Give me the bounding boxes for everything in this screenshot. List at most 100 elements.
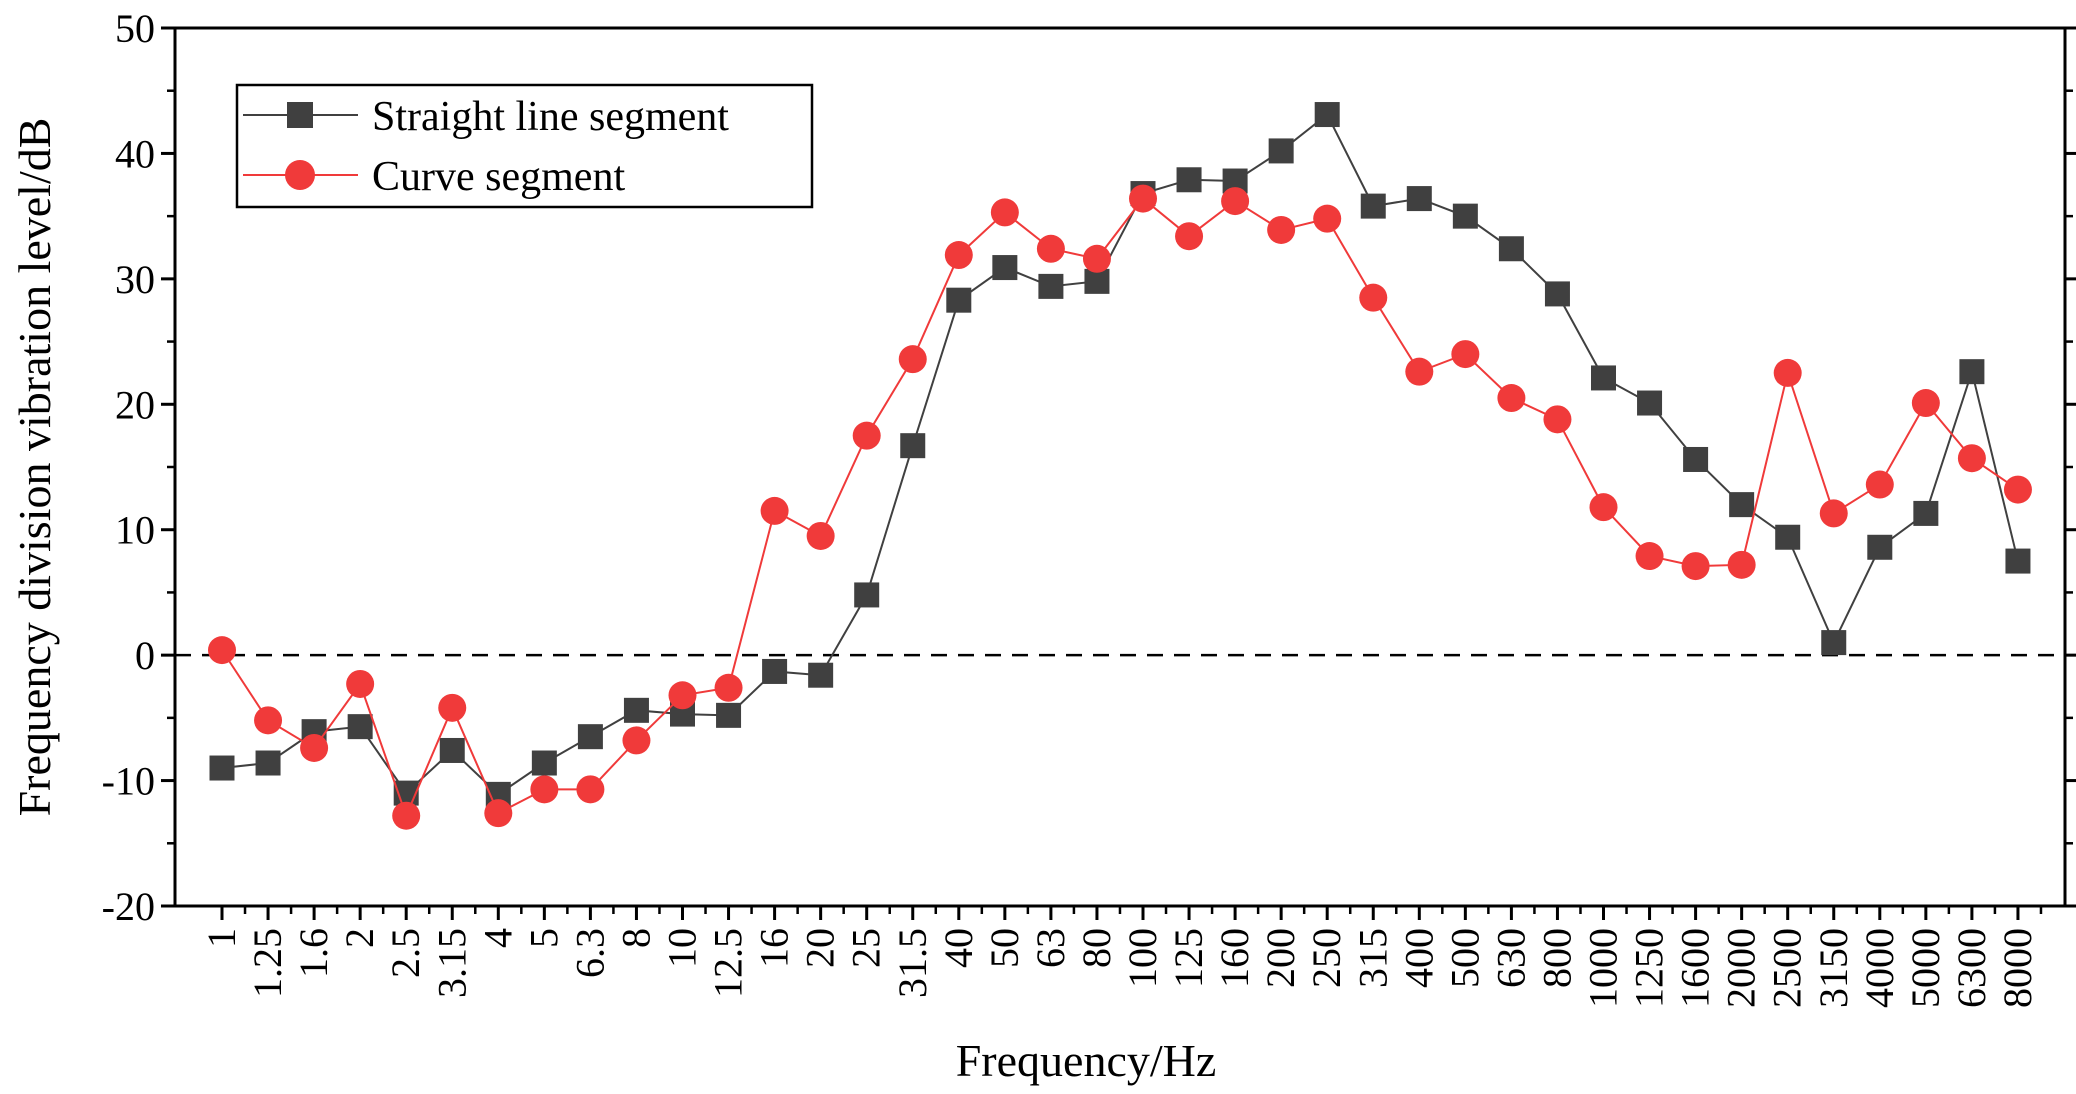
data-point-square	[1314, 102, 1340, 128]
data-point-square	[1038, 273, 1064, 299]
data-point-circle	[668, 681, 697, 710]
x-tick-label: 2000	[1719, 928, 1764, 1008]
data-point-square	[1406, 186, 1432, 212]
x-tick-label: 3.15	[429, 928, 474, 998]
legend-box	[235, 83, 814, 209]
data-point-circle	[1727, 550, 1756, 579]
y-tick-label: 20	[115, 382, 155, 427]
data-point-square	[1176, 167, 1202, 193]
data-point-square	[623, 697, 649, 723]
data-point-circle	[438, 693, 467, 722]
data-point-square	[1913, 500, 1939, 526]
axis-ticks	[161, 26, 2076, 920]
x-tick-label: 250	[1304, 928, 1349, 988]
data-point-circle	[806, 521, 835, 550]
data-point-circle	[714, 673, 743, 702]
x-tick-label: 6300	[1949, 928, 1994, 1008]
data-point-square	[854, 582, 880, 608]
data-point-circle	[576, 775, 605, 804]
data-point-square	[1360, 193, 1386, 219]
x-tick-label: 2500	[1765, 928, 1810, 1008]
x-tick-label: 125	[1166, 928, 1211, 988]
data-point-circle	[1635, 542, 1664, 571]
x-tick-label: 40	[936, 928, 981, 968]
data-point-circle	[1819, 499, 1848, 528]
legend-marker-curve	[285, 160, 315, 190]
x-tick-label: 2	[337, 928, 382, 948]
x-tick-label: 1250	[1627, 928, 1672, 1008]
data-point-circle	[2003, 475, 2032, 504]
data-point-circle	[990, 198, 1019, 227]
series-curve-segment	[208, 184, 2032, 830]
x-tick-label: 630	[1488, 928, 1533, 988]
data-point-square	[347, 714, 373, 740]
data-point-square	[1544, 281, 1570, 307]
data-point-circle	[346, 669, 375, 698]
data-point-square	[1683, 446, 1709, 472]
data-point-square	[1867, 534, 1893, 560]
y-tick-label: 0	[135, 633, 155, 678]
data-point-square	[1775, 524, 1801, 550]
x-tick-label: 8	[613, 928, 658, 948]
y-tick-label: 50	[115, 6, 155, 51]
x-tick-label: 25	[844, 928, 889, 968]
data-point-circle	[898, 345, 927, 374]
x-tick-label: 5000	[1903, 928, 1948, 1008]
x-tick-label: 63	[1028, 928, 1073, 968]
data-point-square	[255, 750, 281, 776]
data-point-square	[209, 755, 235, 781]
data-point-circle	[530, 775, 559, 804]
data-point-circle	[1267, 215, 1296, 244]
x-tick-label: 1600	[1673, 928, 1718, 1008]
data-point-circle	[392, 801, 421, 830]
x-tick-label: 4	[475, 928, 520, 948]
data-point-square	[808, 662, 834, 688]
legend-label-curve: Curve segment	[372, 154, 625, 200]
x-tick-label: 200	[1258, 928, 1303, 988]
data-point-circle	[622, 726, 651, 755]
x-tick-label: 31.5	[890, 928, 935, 998]
data-point-square	[439, 737, 465, 763]
y-tick-label: 30	[115, 257, 155, 302]
data-point-square	[900, 433, 926, 459]
data-point-circle	[1543, 405, 1572, 434]
x-tick-label: 12.5	[706, 928, 751, 998]
x-tick-label: 3150	[1811, 928, 1856, 1008]
data-point-circle	[852, 421, 881, 450]
data-point-circle	[1957, 444, 1986, 473]
data-point-circle	[1313, 204, 1342, 233]
x-tick-label: 1.25	[245, 928, 290, 998]
data-point-circle	[1036, 234, 1065, 263]
x-tick-label: 1	[199, 928, 244, 948]
x-tick-label: 6.3	[567, 928, 612, 978]
x-tick-label: 2.5	[383, 928, 428, 978]
data-point-circle	[944, 241, 973, 270]
data-point-square	[2005, 548, 2031, 574]
legend-label-straight: Straight line segment	[372, 94, 729, 140]
data-point-square	[1452, 203, 1478, 229]
x-tick-label: 160	[1212, 928, 1257, 988]
data-point-circle	[1681, 552, 1710, 581]
series-layer	[208, 102, 2032, 830]
data-point-square	[1729, 492, 1755, 518]
series-line	[221, 113, 2019, 796]
x-tick-label: 800	[1534, 928, 1579, 988]
x-tick-label: 500	[1442, 928, 1487, 988]
x-tick-label: 1.6	[291, 928, 336, 978]
data-point-circle	[1911, 389, 1940, 418]
x-tick-label: 315	[1350, 928, 1395, 988]
x-tick-label: 400	[1396, 928, 1441, 988]
data-point-square	[946, 287, 972, 313]
data-point-circle	[300, 733, 329, 762]
data-point-circle	[1359, 283, 1388, 312]
data-point-square	[762, 658, 788, 684]
y-tick-label: 10	[115, 508, 155, 553]
data-point-square	[992, 255, 1018, 281]
legend-marker-straight	[287, 102, 313, 128]
x-tick-label: 20	[798, 928, 843, 968]
data-point-circle	[1865, 470, 1894, 499]
x-axis-title: Frequency/Hz	[956, 1035, 1217, 1086]
data-point-square	[716, 702, 742, 728]
x-tick-label: 5	[521, 928, 566, 948]
